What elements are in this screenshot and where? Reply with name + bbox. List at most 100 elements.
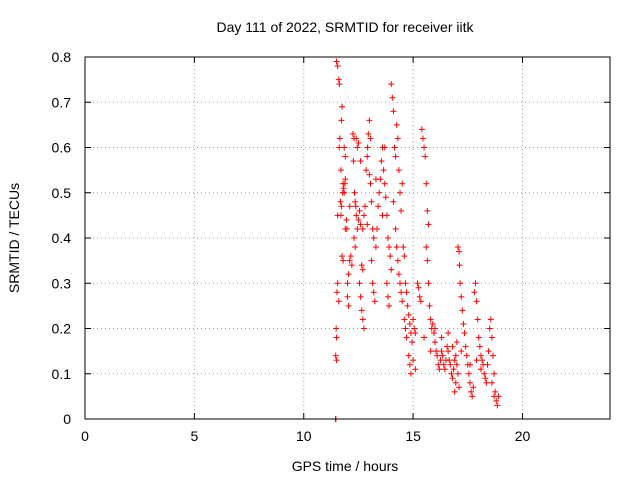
data-point <box>486 325 493 332</box>
data-point <box>457 280 464 287</box>
x-tick-label: 10 <box>296 428 312 444</box>
data-point <box>368 257 375 264</box>
data-point <box>370 235 377 241</box>
data-point <box>469 393 476 400</box>
data-point <box>351 235 358 241</box>
data-point <box>454 244 461 251</box>
data-point <box>360 212 367 219</box>
y-tick-label: 0.4 <box>52 230 72 246</box>
data-point <box>387 253 394 260</box>
data-point <box>399 180 406 187</box>
x-axis-label: GPS time / hours <box>292 458 399 474</box>
data-point <box>458 293 465 300</box>
data-point <box>335 76 342 83</box>
data-point <box>422 153 429 160</box>
y-tick-label: 0.1 <box>52 366 72 382</box>
x-tick-label: 5 <box>190 428 198 444</box>
data-point <box>423 244 430 251</box>
data-point <box>440 361 447 368</box>
data-point <box>468 388 475 395</box>
data-point <box>448 370 455 377</box>
data-point <box>451 357 458 364</box>
data-point <box>444 343 451 350</box>
data-point <box>332 352 339 359</box>
data-point <box>334 212 341 219</box>
data-point <box>437 357 444 364</box>
data-point <box>470 384 477 391</box>
data-point <box>482 375 489 382</box>
data-point <box>441 366 448 373</box>
data-point <box>358 307 365 314</box>
data-point <box>456 248 463 255</box>
data-point <box>355 216 362 223</box>
data-point <box>493 397 500 404</box>
data-point <box>475 334 482 341</box>
data-point <box>370 289 377 296</box>
data-point <box>337 198 344 205</box>
data-point <box>388 266 395 273</box>
data-point <box>489 352 496 359</box>
data-point <box>488 334 495 341</box>
data-point <box>407 370 414 377</box>
data-point <box>406 320 413 327</box>
data-point <box>359 266 366 273</box>
data-point <box>338 117 345 124</box>
data-point <box>390 108 397 115</box>
data-point <box>427 348 434 355</box>
data-point <box>352 203 359 210</box>
data-point <box>436 366 443 373</box>
data-point <box>380 167 387 174</box>
data-point <box>401 316 408 323</box>
data-point <box>351 189 358 196</box>
data-point <box>430 330 437 337</box>
plot-frame <box>84 56 611 420</box>
data-point <box>412 366 419 373</box>
x-tick-label: 0 <box>81 428 89 444</box>
data-point <box>342 225 349 232</box>
data-point <box>346 203 353 210</box>
data-point <box>461 330 468 337</box>
data-point <box>359 316 366 323</box>
data-point <box>372 176 379 183</box>
data-point <box>445 348 452 355</box>
data-point <box>394 257 401 264</box>
data-point <box>363 167 370 174</box>
data-point <box>491 393 498 400</box>
data-point <box>459 307 466 314</box>
data-point <box>357 158 364 165</box>
data-point <box>485 348 492 355</box>
data-point <box>366 171 373 178</box>
data-point <box>348 262 355 269</box>
data-point <box>334 63 341 70</box>
data-point <box>452 352 459 359</box>
data-point <box>453 361 460 368</box>
data-point <box>491 370 498 377</box>
data-point <box>386 302 393 309</box>
data-point <box>405 352 412 359</box>
data-point <box>432 339 438 346</box>
data-point <box>487 316 494 323</box>
data-point <box>398 207 405 214</box>
data-point <box>424 257 431 264</box>
data-point <box>381 180 388 187</box>
data-point <box>398 289 405 296</box>
data-point <box>340 185 347 192</box>
data-point <box>476 343 483 350</box>
data-point <box>423 180 430 187</box>
data-point <box>456 384 463 391</box>
data-point <box>338 203 345 210</box>
data-point <box>484 361 491 368</box>
data-point <box>336 135 343 142</box>
data-point <box>467 379 473 386</box>
data-point <box>463 352 470 359</box>
data-point <box>367 180 374 187</box>
data-point <box>401 253 408 260</box>
data-point <box>359 225 366 232</box>
data-point <box>347 253 354 260</box>
data-point <box>426 302 433 309</box>
y-tick-label: 0.2 <box>52 321 72 337</box>
y-tick-label: 0.3 <box>52 275 72 291</box>
data-point <box>456 262 463 269</box>
data-point <box>343 216 350 223</box>
data-point <box>353 135 360 142</box>
